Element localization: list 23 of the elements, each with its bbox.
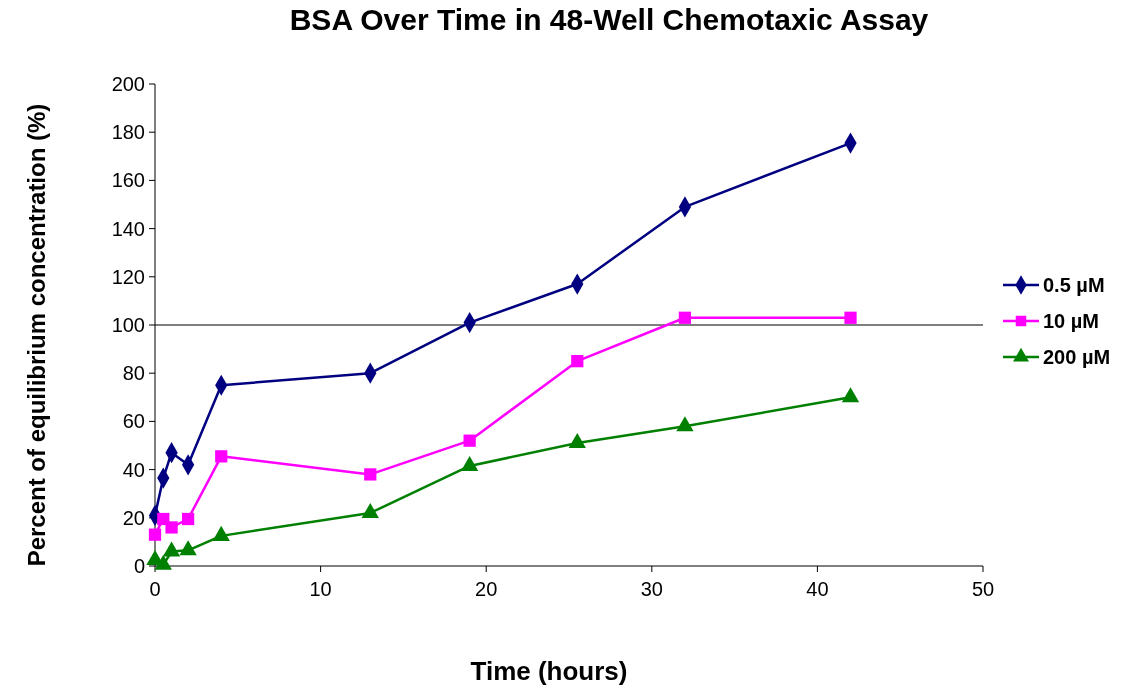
legend-label: 10 µM (1043, 310, 1099, 332)
y-tick-label: 80 (122, 362, 145, 385)
x-axis-title: Time (hours) (470, 656, 628, 686)
x-tick-label: 40 (806, 578, 829, 600)
y-tick-label: 120 (111, 265, 145, 288)
x-tick-label: 0 (149, 578, 161, 600)
y-tick-label: 40 (122, 458, 145, 481)
legend-label: 0.5 µM (1043, 274, 1105, 296)
x-tick-label: 10 (309, 578, 332, 600)
y-tick-label: 60 (122, 410, 145, 433)
y-tick-label: 20 (122, 506, 145, 529)
y-tick-label: 140 (111, 217, 145, 240)
x-tick-label: 20 (475, 578, 498, 600)
y-tick-label: 0 (133, 555, 145, 577)
x-tick-label: 50 (971, 578, 995, 600)
chart-title: BSA Over Time in 48-Well Chemotaxic Assay (289, 3, 929, 36)
y-tick-label: 160 (111, 169, 145, 192)
legend-label: 200 µM (1043, 346, 1111, 368)
x-tick-label: 30 (640, 578, 663, 600)
y-tick-label: 200 (111, 73, 145, 95)
y-tick-label: 180 (111, 121, 145, 144)
y-tick-label: 100 (111, 314, 145, 336)
y-axis-title: Percent of equilibrium concentration (%) (23, 103, 50, 567)
